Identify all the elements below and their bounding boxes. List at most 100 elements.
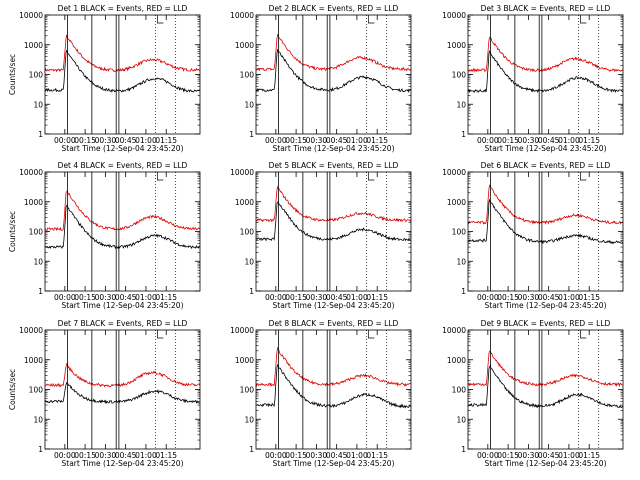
y-tick-label: 10 — [244, 415, 254, 424]
y-tick-label: 10000 — [230, 168, 254, 177]
plot-frame — [255, 14, 412, 135]
bracket-marker — [368, 330, 375, 339]
x-tick-label: 01:00 — [346, 451, 368, 460]
y-tick-label: 10 — [456, 415, 466, 424]
bracket-marker — [580, 172, 587, 181]
x-axis-label: Start Time (12-Sep-04 23:45:20) — [62, 144, 184, 153]
detector-panel: Det 2 BLACK = Events, RED = LLD 1 10 100 100… — [230, 4, 412, 153]
series-line — [467, 184, 624, 225]
x-tick-label: 00:30 — [95, 293, 117, 302]
x-tick-label: 00:45 — [538, 293, 560, 302]
detector-panel: Det 9 BLACK = Events, RED = LLD 1 10 100 100… — [442, 319, 624, 468]
x-tick-label: 01:00 — [558, 136, 580, 145]
x-tick-label: 00:30 — [95, 451, 117, 460]
y-axis-label: Counts/sec — [8, 211, 17, 252]
y-tick-label: 1000 — [447, 356, 466, 365]
y-tick-label: 100 — [29, 71, 44, 80]
x-tick-label: 00:45 — [326, 451, 348, 460]
y-tick-label: 10000 — [442, 11, 466, 20]
x-tick-label: 01:00 — [135, 451, 157, 460]
y-tick-label: 1 — [38, 445, 43, 454]
y-tick-label: 100 — [452, 386, 467, 395]
x-axis-label: Start Time (12-Sep-04 23:45:20) — [62, 459, 184, 468]
x-tick-label: 01:00 — [135, 136, 157, 145]
detector-panel: Det 3 BLACK = Events, RED = LLD 1 10 100 100… — [442, 4, 624, 153]
x-tick-label: 01:00 — [558, 451, 580, 460]
x-tick-label: 00:30 — [306, 451, 328, 460]
x-tick-label: 00:00 — [477, 136, 499, 145]
y-tick-label: 10000 — [442, 326, 466, 335]
x-tick-label: 01:15 — [366, 293, 388, 302]
y-tick-label: 10000 — [230, 11, 254, 20]
detector-panel: Det 4 BLACK = Events, RED = LLD 1 10 100 100… — [8, 161, 201, 310]
y-tick-label: 10 — [33, 257, 43, 266]
y-tick-label: 1 — [38, 287, 43, 296]
panel-title: Det 5 BLACK = Events, RED = LLD — [269, 161, 399, 170]
y-tick-label: 1000 — [447, 198, 466, 207]
y-tick-label: 1000 — [235, 356, 254, 365]
bracket-marker — [368, 15, 375, 24]
series-line — [467, 198, 624, 245]
x-tick-label: 00:15 — [285, 136, 307, 145]
x-tick-label: 01:00 — [558, 293, 580, 302]
y-tick-label: 1 — [461, 130, 466, 139]
x-tick-label: 00:00 — [265, 451, 287, 460]
plot-frame — [467, 171, 624, 292]
x-tick-label: 00:15 — [74, 293, 96, 302]
x-tick-label: 00:00 — [265, 293, 287, 302]
x-tick-label: 00:45 — [538, 451, 560, 460]
y-tick-label: 100 — [29, 386, 44, 395]
x-axis-label: Start Time (12-Sep-04 23:45:20) — [485, 459, 607, 468]
panel-title: Det 9 BLACK = Events, RED = LLD — [481, 319, 611, 328]
plot-frame — [44, 329, 201, 450]
series-line — [44, 34, 200, 73]
x-tick-label: 00:45 — [326, 136, 348, 145]
y-tick-label: 1 — [249, 287, 254, 296]
series-line — [44, 362, 201, 388]
y-tick-label: 10 — [244, 100, 254, 109]
series-line — [467, 350, 623, 388]
bracket-marker — [157, 330, 164, 339]
y-tick-label: 10000 — [442, 168, 466, 177]
x-tick-label: 01:00 — [135, 293, 157, 302]
y-tick-label: 10 — [33, 415, 43, 424]
x-tick-label: 00:30 — [306, 293, 328, 302]
x-axis-label: Start Time (12-Sep-04 23:45:20) — [485, 144, 607, 153]
x-tick-label: 01:15 — [578, 136, 600, 145]
series-line — [467, 364, 624, 409]
series-line — [467, 50, 623, 94]
series-line — [44, 49, 201, 93]
x-tick-label: 01:15 — [155, 136, 177, 145]
plot-frame — [255, 171, 412, 292]
x-tick-label: 01:15 — [155, 451, 177, 460]
y-tick-label: 1 — [461, 445, 466, 454]
x-tick-label: 01:15 — [366, 451, 388, 460]
detector-panel: Det 6 BLACK = Events, RED = LLD 1 10 100 100… — [442, 161, 624, 310]
plot-frame — [44, 14, 201, 135]
x-tick-label: 00:15 — [285, 451, 307, 460]
detector-panel: Det 5 BLACK = Events, RED = LLD 1 10 100 100… — [230, 161, 412, 310]
x-tick-label: 00:15 — [74, 136, 96, 145]
y-tick-label: 10 — [33, 100, 43, 109]
x-tick-label: 00:15 — [285, 293, 307, 302]
x-axis-label: Start Time (12-Sep-04 23:45:20) — [273, 459, 395, 468]
detector-panel: Det 1 BLACK = Events, RED = LLD 1 10 100 100… — [8, 4, 201, 153]
x-tick-label: 00:30 — [518, 293, 540, 302]
y-tick-label: 1 — [249, 445, 254, 454]
panel-title: Det 4 BLACK = Events, RED = LLD — [58, 161, 188, 170]
y-tick-label: 100 — [452, 71, 467, 80]
x-tick-label: 00:45 — [326, 293, 348, 302]
x-tick-label: 00:45 — [538, 136, 560, 145]
series-line — [255, 346, 411, 387]
x-tick-label: 01:15 — [578, 451, 600, 460]
plot-frame — [467, 329, 624, 450]
series-line — [256, 201, 411, 242]
x-axis-label: Start Time (12-Sep-04 23:45:20) — [273, 301, 395, 310]
y-tick-label: 100 — [452, 228, 467, 237]
y-tick-label: 1000 — [447, 41, 466, 50]
y-tick-label: 1 — [461, 287, 466, 296]
y-tick-label: 1000 — [24, 356, 43, 365]
x-tick-label: 00:45 — [115, 451, 137, 460]
bracket-marker — [157, 172, 164, 181]
